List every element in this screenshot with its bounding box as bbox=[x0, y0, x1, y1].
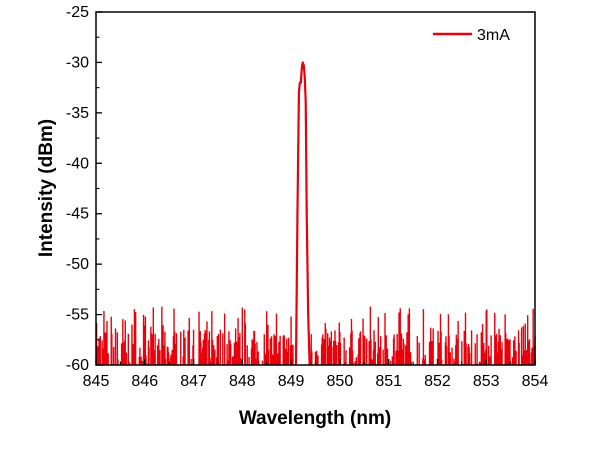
y-tick-label: -30 bbox=[66, 54, 89, 71]
x-tick-label: 848 bbox=[229, 373, 256, 390]
legend-label-3ma: 3mA bbox=[477, 27, 510, 44]
y-axis-title: Intensity (dBm) bbox=[36, 119, 57, 257]
y-tick-label: -55 bbox=[66, 307, 89, 324]
x-tick-label: 846 bbox=[131, 373, 158, 390]
x-tick-label: 845 bbox=[83, 373, 110, 390]
y-tick-label: -25 bbox=[66, 4, 89, 21]
x-tick-label: 851 bbox=[375, 373, 402, 390]
series-3ma-noise-floor bbox=[95, 306, 536, 365]
noise-floor-layer bbox=[95, 306, 536, 365]
x-tick-label: 849 bbox=[278, 373, 305, 390]
x-axis-ticks: 845 846 847 848 849 850 851 852 853 854 bbox=[83, 359, 549, 390]
x-tick-label: 853 bbox=[473, 373, 500, 390]
y-tick-label: -40 bbox=[66, 155, 89, 172]
legend: 3mA bbox=[433, 27, 510, 44]
series-3ma-peak-line bbox=[294, 61, 311, 366]
y-tick-label: -35 bbox=[66, 105, 89, 122]
y-tick-label: -50 bbox=[66, 256, 89, 273]
x-tick-label: 847 bbox=[180, 373, 207, 390]
y-tick-label: -45 bbox=[66, 206, 89, 223]
x-tick-label: 854 bbox=[522, 373, 549, 390]
y-tick-label: -60 bbox=[66, 357, 89, 374]
y-axis-ticks: -25 -30 -35 -40 -45 -50 -55 -60 bbox=[66, 4, 102, 374]
x-tick-label: 850 bbox=[327, 373, 354, 390]
x-tick-label: 852 bbox=[424, 373, 451, 390]
x-axis-title: Wavelength (nm) bbox=[239, 408, 391, 429]
